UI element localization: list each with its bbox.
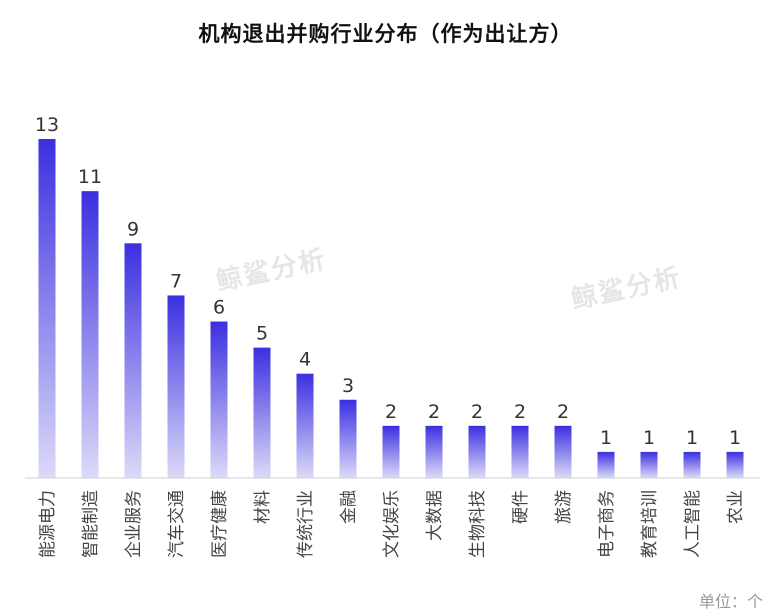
bar-11 [511, 425, 529, 478]
bar-10 [468, 425, 486, 478]
bar-6 [296, 373, 314, 478]
tick-label-8: 文化娱乐 [382, 490, 402, 558]
chart-title: 机构退出并购行业分布（作为出让方） [198, 22, 573, 46]
bar-13 [597, 451, 615, 478]
bar-15 [683, 451, 701, 478]
value-label-13: 1 [600, 427, 612, 449]
tick-label-11: 硬件 [511, 490, 531, 524]
tick-label-12: 旅游 [554, 490, 574, 524]
bar-4 [210, 321, 228, 478]
tick-label-14: 教育培训 [640, 490, 660, 558]
tick-label-5: 材料 [253, 490, 273, 524]
tick-label-4: 医疗健康 [210, 490, 230, 558]
value-label-4: 6 [213, 297, 225, 319]
tick-label-1: 智能制造 [81, 490, 101, 558]
bar-9 [425, 425, 443, 478]
bar-5 [253, 347, 271, 478]
bar-3 [167, 295, 185, 478]
bar-12 [554, 425, 572, 478]
tick-label-7: 金融 [339, 490, 359, 524]
bar-8 [382, 425, 400, 478]
bar-2 [124, 243, 142, 478]
value-label-15: 1 [686, 427, 698, 449]
value-label-11: 2 [514, 401, 526, 423]
value-label-12: 2 [557, 401, 569, 423]
tick-label-9: 大数据 [425, 490, 445, 541]
value-label-1: 11 [78, 166, 102, 188]
value-label-6: 4 [299, 349, 311, 371]
value-label-14: 1 [643, 427, 655, 449]
tick-label-13: 电子商务 [597, 490, 617, 558]
bar-0 [38, 139, 56, 478]
tick-label-2: 企业服务 [124, 490, 144, 558]
value-label-3: 7 [170, 270, 182, 292]
bar-16 [726, 451, 744, 478]
value-label-5: 5 [256, 323, 268, 345]
value-label-16: 1 [729, 427, 741, 449]
tick-label-6: 传统行业 [296, 490, 316, 558]
value-label-9: 2 [428, 401, 440, 423]
value-label-7: 3 [342, 375, 354, 397]
tick-label-16: 农业 [726, 490, 746, 524]
tick-label-3: 汽车交通 [167, 490, 187, 558]
tick-label-15: 人工智能 [683, 490, 703, 558]
unit-label: 单位：个 [698, 592, 763, 611]
bar-7 [339, 399, 357, 478]
value-label-8: 2 [385, 401, 397, 423]
value-label-10: 2 [471, 401, 483, 423]
value-label-2: 9 [127, 218, 139, 240]
bar-1 [81, 191, 99, 478]
tick-label-0: 能源电力 [38, 490, 58, 558]
tick-label-10: 生物科技 [468, 490, 488, 558]
bar-14 [640, 451, 658, 478]
value-label-0: 13 [35, 114, 59, 136]
